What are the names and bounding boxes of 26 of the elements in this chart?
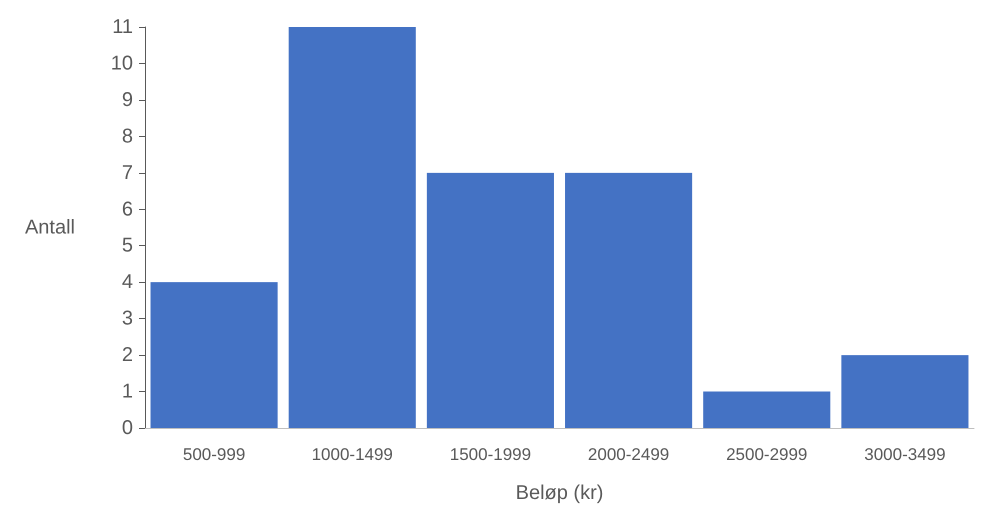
y-tick-label: 11 — [112, 16, 133, 38]
bar — [703, 392, 830, 428]
bar — [565, 172, 692, 428]
x-tick-label: 1000-1499 — [312, 445, 393, 464]
bar — [841, 355, 968, 428]
y-tick-label: 7 — [122, 162, 133, 184]
bar — [426, 172, 554, 428]
y-tick-label: 4 — [122, 271, 133, 294]
y-tick-label: 10 — [110, 52, 133, 74]
y-axis-title: Antall — [24, 216, 75, 238]
y-tick-label: 0 — [122, 417, 133, 439]
x-tick-label: 2500-2999 — [726, 445, 808, 464]
y-tick-label: 9 — [122, 88, 133, 111]
x-tick-label: 500-999 — [182, 445, 246, 464]
y-tick-label: 5 — [122, 234, 133, 257]
bar — [288, 27, 416, 428]
x-tick-label: 3000-3499 — [864, 445, 946, 464]
y-tick-label: 2 — [122, 344, 133, 366]
y-tick-label: 8 — [122, 125, 133, 148]
bar — [150, 282, 278, 428]
x-axis-title: Beløp (kr) — [516, 482, 604, 504]
y-tick-label: 3 — [122, 308, 133, 330]
x-tick-label: 2000-2499 — [588, 445, 670, 464]
y-tick-label: 1 — [122, 380, 133, 403]
x-tick-label: 1500-1999 — [450, 445, 532, 464]
y-tick-label: 6 — [122, 198, 133, 220]
